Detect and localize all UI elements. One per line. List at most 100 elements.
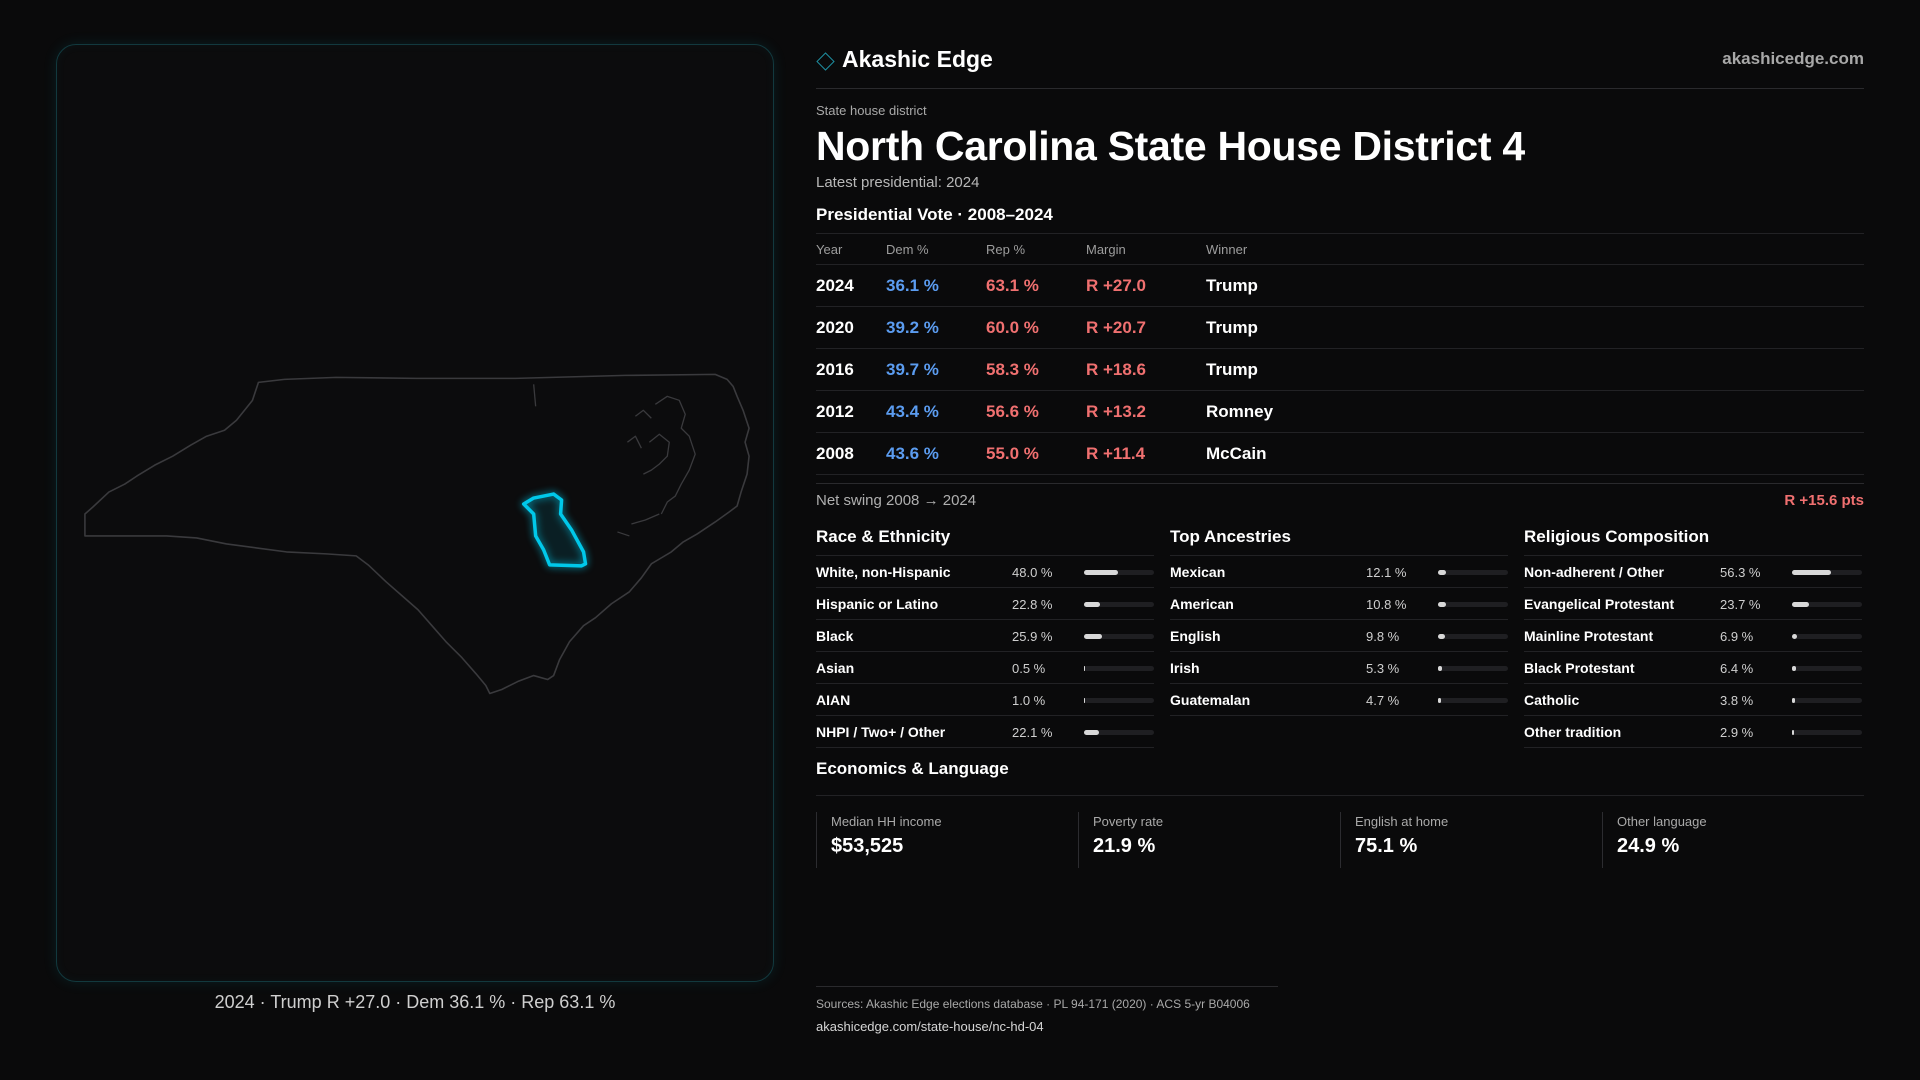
list-item: English 9.8 % (1170, 620, 1508, 652)
list-item: Guatemalan 4.7 % (1170, 684, 1508, 716)
row-winner: McCain (1206, 443, 1267, 463)
district-profile: Akashic Edge akashicedge.com State house… (816, 44, 1864, 868)
share-bar (1792, 570, 1862, 575)
header-rep: Rep % (986, 241, 1026, 257)
item-label: Guatemalan (1170, 692, 1251, 708)
share-bar (1792, 698, 1862, 703)
share-bar (1438, 634, 1508, 639)
share-bar-fill (1792, 666, 1797, 671)
item-label: Black Protestant (1524, 660, 1635, 676)
row-dem: 36.1 % (886, 275, 939, 295)
list-item: White, non-Hispanic 48.0 % (816, 556, 1154, 588)
econ-label: Median HH income (831, 814, 942, 829)
sources-line: Sources: Akashic Edge elections database… (816, 997, 1250, 1011)
share-bar (1792, 666, 1862, 671)
list-item: Mainline Protestant 6.9 % (1524, 620, 1862, 652)
row-winner: Trump (1206, 317, 1258, 337)
econ-card-english: English at home 75.1 % (1340, 812, 1602, 868)
share-bar (1792, 634, 1862, 639)
econ-label: English at home (1355, 814, 1449, 829)
ancestry-title: Top Ancestries (1170, 527, 1291, 546)
share-bar (1084, 666, 1154, 671)
row-margin: R +20.7 (1086, 317, 1147, 337)
item-label: American (1170, 596, 1234, 612)
share-bar-fill (1792, 698, 1795, 703)
row-margin: R +27.0 (1086, 275, 1147, 295)
item-pct: 6.9 % (1720, 629, 1754, 644)
source-url-link[interactable]: akashicedge.com/state-house/nc-hd-04 (816, 1019, 1044, 1034)
race-list: White, non-Hispanic 48.0 % Hispanic or La… (816, 555, 1154, 748)
econ-value: $53,525 (831, 835, 904, 857)
demographics: Race & Ethnicity White, non-Hispanic 48.0… (816, 525, 1864, 755)
share-bar-fill (1438, 698, 1442, 703)
item-label: Mainline Protestant (1524, 628, 1654, 644)
item-pct: 3.8 % (1720, 693, 1754, 708)
item-label: Evangelical Protestant (1524, 596, 1675, 612)
race-section: Race & Ethnicity White, non-Hispanic 48.0… (816, 525, 1154, 748)
item-pct: 22.8 % (1012, 597, 1053, 612)
religion-title: Religious Composition (1524, 527, 1710, 546)
share-bar (1084, 570, 1154, 575)
list-item: NHPI / Two+ / Other 22.1 % (816, 716, 1154, 748)
state-map[interactable] (57, 45, 773, 981)
share-bar-fill (1084, 570, 1118, 575)
row-dem: 39.7 % (886, 359, 939, 379)
list-item: Asian 0.5 % (816, 652, 1154, 684)
econ-card-income: Median HH income $53,525 (816, 812, 1078, 868)
brand-header: Akashic Edge akashicedge.com (816, 44, 1864, 89)
item-label: Hispanic or Latino (816, 596, 939, 612)
item-pct: 6.4 % (1720, 661, 1754, 676)
share-bar-fill (1792, 634, 1797, 639)
item-label: Asian (816, 660, 855, 676)
vote-table: Year Dem % Rep % Margin Winner 2024 36.1… (816, 233, 1864, 475)
table-row: 2020 39.2 % 60.0 % R +20.7 Trump (816, 307, 1864, 349)
net-swing: Net swing 2008 → 2024 R +15.6 pts (816, 483, 1864, 518)
row-rep: 60.0 % (986, 317, 1039, 337)
district-highlight[interactable] (521, 492, 588, 568)
header-margin: Margin (1086, 241, 1126, 257)
list-item: AIAN 1.0 % (816, 684, 1154, 716)
sources-footer: Sources: Akashic Edge elections database… (816, 986, 1278, 1034)
econ-label: Poverty rate (1093, 814, 1164, 829)
map-panel[interactable] (56, 44, 774, 982)
item-pct: 4.7 % (1366, 693, 1400, 708)
header-winner: Winner (1206, 241, 1248, 257)
row-rep: 58.3 % (986, 359, 1039, 379)
net-swing-value: R +15.6 pts (1784, 492, 1864, 509)
religion-list: Non-adherent / Other 56.3 % Evangelical P… (1524, 555, 1862, 748)
row-dem: 43.4 % (886, 401, 939, 421)
sound-shoreline (617, 395, 696, 537)
item-label: AIAN (816, 692, 851, 708)
row-margin: R +13.2 (1086, 401, 1147, 421)
share-bar-fill (1438, 570, 1447, 575)
list-item: Evangelical Protestant 23.7 % (1524, 588, 1862, 620)
share-bar (1792, 602, 1862, 607)
brand-name: Akashic Edge (842, 46, 993, 72)
item-label: White, non-Hispanic (816, 564, 951, 580)
econ-card-poverty: Poverty rate 21.9 % (1078, 812, 1340, 868)
item-pct: 9.8 % (1366, 629, 1400, 644)
page-title: North Carolina State House District 4 (816, 123, 1525, 169)
list-item: Mexican 12.1 % (1170, 556, 1508, 588)
brand-url[interactable]: akashicedge.com (1722, 49, 1864, 68)
item-label: Catholic (1524, 692, 1580, 708)
latest-presidential: Latest presidential: 2024 (816, 174, 980, 191)
row-margin: R +18.6 (1086, 359, 1147, 379)
item-label: Mexican (1170, 564, 1226, 580)
econ-value: 75.1 % (1355, 835, 1418, 857)
econ-value: 21.9 % (1093, 835, 1156, 857)
list-item: Non-adherent / Other 56.3 % (1524, 556, 1862, 588)
row-dem: 43.6 % (886, 443, 939, 463)
share-bar-fill (1438, 666, 1442, 671)
econ-card-other-language: Other language 24.9 % (1602, 812, 1864, 868)
economics-title: Economics & Language (816, 759, 1009, 778)
item-label: Other tradition (1524, 724, 1622, 740)
header-year: Year (816, 241, 843, 257)
share-bar-fill (1438, 602, 1446, 607)
county-line (533, 384, 537, 407)
item-pct: 2.9 % (1720, 725, 1754, 740)
item-pct: 23.7 % (1720, 597, 1761, 612)
row-rep: 63.1 % (986, 275, 1039, 295)
share-bar (1438, 570, 1508, 575)
item-label: Irish (1170, 660, 1200, 676)
